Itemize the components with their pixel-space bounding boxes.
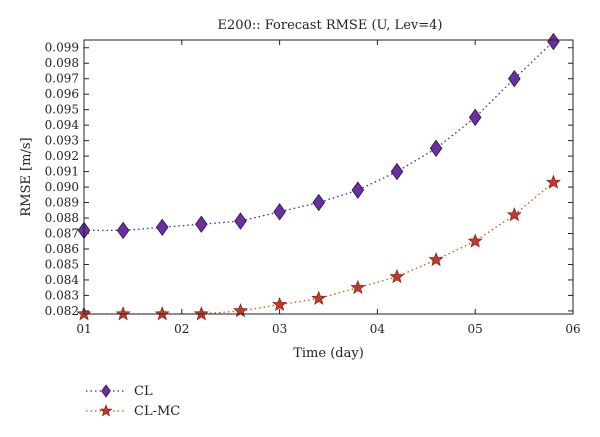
y-tick-label: 0.094	[45, 118, 80, 132]
data-point-diamond	[351, 181, 365, 199]
legend-label: CL	[134, 384, 153, 399]
series-cl	[77, 32, 560, 240]
y-tick-label: 0.083	[45, 288, 79, 302]
y-tick-label: 0.087	[45, 227, 79, 241]
y-tick-label: 0.090	[45, 180, 79, 194]
data-point-star	[428, 251, 444, 267]
data-point-star	[115, 306, 131, 321]
x-axis-title: Time (day)	[293, 346, 364, 361]
x-tick-label: 06	[565, 322, 580, 336]
x-tick-label: 04	[370, 322, 386, 336]
y-tick-label: 0.097	[45, 72, 79, 86]
y-tick-label: 0.099	[45, 41, 79, 55]
data-point-diamond	[116, 221, 130, 240]
data-point-diamond	[429, 139, 443, 158]
data-point-diamond	[155, 218, 169, 236]
y-tick-label: 0.088	[45, 211, 79, 225]
y-tick-label: 0.098	[45, 56, 79, 70]
data-point-diamond	[508, 70, 521, 88]
plot-frame	[83, 39, 574, 315]
data-point-diamond	[547, 32, 560, 51]
y-tick-label: 0.089	[45, 196, 79, 210]
data-point-star	[467, 233, 483, 248]
legend: CL CL-MC	[86, 384, 180, 419]
chart-title: E200:: Forecast RMSE (U, Lev=4)	[218, 18, 443, 33]
data-point-star	[193, 306, 209, 321]
x-tick-label: 03	[272, 322, 287, 336]
series-layer	[76, 32, 561, 321]
data-point-star	[154, 306, 170, 321]
data-point-star	[506, 207, 522, 222]
data-point-star	[233, 303, 248, 318]
legend-marker-star	[99, 404, 113, 417]
y-axis-title: RMSE [m/s]	[19, 137, 34, 216]
y-tick-label: 0.082	[45, 304, 79, 318]
x-axis-ticks: 01 02 03 04 05 06	[76, 40, 581, 336]
data-point-star	[545, 174, 561, 189]
y-tick-label: 0.084	[45, 273, 80, 287]
data-point-diamond	[312, 193, 325, 212]
y-tick-label: 0.091	[45, 165, 79, 179]
y-tick-label: 0.093	[45, 134, 79, 148]
legend-item: CL	[86, 384, 153, 399]
y-tick-label: 0.096	[45, 87, 79, 101]
data-point-diamond	[234, 212, 247, 230]
data-point-diamond	[468, 108, 482, 127]
legend-label: CL-MC	[134, 404, 180, 419]
y-tick-label: 0.095	[45, 103, 79, 117]
legend-marker-diamond	[101, 384, 111, 398]
data-point-star	[272, 296, 288, 312]
x-tick-label: 05	[468, 322, 483, 336]
data-point-star	[350, 279, 366, 295]
data-point-star	[389, 269, 405, 284]
data-point-diamond	[390, 162, 404, 181]
data-point-star	[311, 290, 327, 305]
data-point-diamond	[195, 215, 208, 233]
x-tick-label: 02	[174, 322, 189, 336]
x-tick-label: 01	[76, 322, 91, 336]
y-tick-label: 0.092	[45, 149, 79, 163]
legend-item: CL-MC	[86, 404, 180, 419]
y-tick-label: 0.085	[45, 257, 79, 271]
data-point-diamond	[273, 203, 286, 221]
y-tick-label: 0.086	[45, 242, 79, 256]
